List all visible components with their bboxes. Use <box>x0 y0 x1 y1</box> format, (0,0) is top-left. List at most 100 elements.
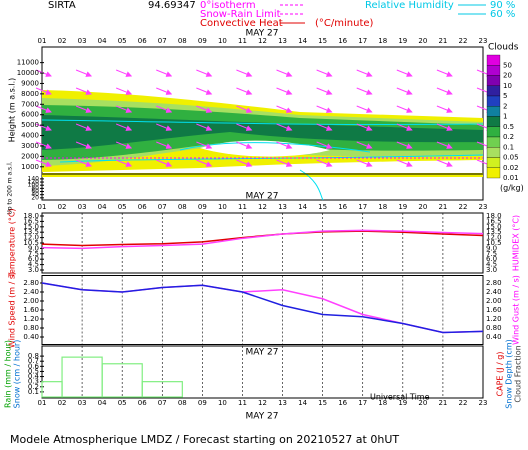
wind-arrow <box>75 87 93 95</box>
footer: Modele Atmospherique LMDZ / Forecast sta… <box>10 433 399 446</box>
colorbar-cell <box>486 65 501 76</box>
hour-label: 03 <box>78 37 87 45</box>
hour-label: 19 <box>398 399 407 407</box>
rh-legend: 90 %60 % <box>458 0 515 20</box>
hour-label: 08 <box>178 399 187 407</box>
hour-label: 14 <box>298 399 307 407</box>
series-line <box>41 282 484 334</box>
wind-arrow <box>196 69 213 77</box>
colorbar-cell <box>486 116 501 127</box>
wind-arrow <box>115 87 133 95</box>
y2-tick-label: 16.5 <box>486 217 502 225</box>
wind-arrow <box>316 123 333 131</box>
hour-label: 01 <box>38 37 47 45</box>
wind-arrow <box>75 123 93 131</box>
hour-label: 07 <box>158 203 167 211</box>
hour-label: 19 <box>398 203 407 211</box>
wind-arrow <box>316 69 333 77</box>
y2-tick-label: 15.0 <box>486 223 502 231</box>
y-tick-label: 2.80 <box>23 279 39 287</box>
hour-label: 02 <box>58 37 67 45</box>
wind-arrow <box>156 141 173 149</box>
y-tick-label: 4000 <box>21 132 39 140</box>
axis-label: Cloud Fraction <box>514 345 523 402</box>
hour-label: 13 <box>278 203 287 211</box>
hour-label: 04 <box>98 203 107 211</box>
axis-label: Snow (cm / hour) <box>13 340 22 409</box>
axis-label: CAPE (J / g) <box>496 352 505 397</box>
hour-label: 23 <box>479 399 488 407</box>
wind-arrow <box>396 123 413 131</box>
colorbar-tick-label: 0.05 <box>503 154 519 162</box>
colorbar-tick-label: 0.2 <box>503 133 514 141</box>
date-label: MAY 27 <box>245 348 278 358</box>
legend-label: 60 % <box>490 9 515 20</box>
wind-arrow <box>276 87 293 95</box>
y2-tick-label: 1.20 <box>486 315 502 323</box>
wind-arrow <box>75 105 93 113</box>
y-tick-label: 0.80 <box>23 324 39 332</box>
y-tick-label: 80 <box>31 185 39 192</box>
colorbar-tick-label: 1 <box>503 113 507 121</box>
hour-label: 05 <box>118 37 127 45</box>
colorbar-cell <box>486 54 501 66</box>
hour-label: 11 <box>238 399 247 407</box>
y2-tick-label: 6.0 <box>486 255 497 263</box>
wind-arrow <box>236 123 253 131</box>
y2-tick-label: 12.0 <box>486 234 502 242</box>
hour-label: 15 <box>318 203 327 211</box>
y-tick-label: 20 <box>31 194 39 201</box>
colorbar-tick-label: 0.5 <box>503 123 514 131</box>
y-tick-label: 1.20 <box>23 315 39 323</box>
y-tick-label: 9.0 <box>28 244 39 252</box>
hour-label: 14 <box>298 203 307 211</box>
colorbar-tick-label: 0.1 <box>503 143 514 151</box>
hour-label: 17 <box>358 37 367 45</box>
wind-arrow <box>236 87 253 95</box>
hour-label: 04 <box>98 399 107 407</box>
hour-label: 06 <box>138 203 147 211</box>
wind-arrow <box>35 87 52 95</box>
y-tick-label: 120 <box>28 179 40 186</box>
wind-arrow <box>35 105 52 113</box>
wind-arrow <box>356 123 373 131</box>
colorbar-tick-label: 20 <box>503 72 512 80</box>
wind-arrow <box>276 69 293 77</box>
wind-arrows <box>35 69 493 167</box>
hour-label: 06 <box>138 399 147 407</box>
axis-label: HUMIDEX (°C) <box>512 215 521 271</box>
colorbar-tick-label: 2 <box>503 102 507 110</box>
y2-tick-label: 3.0 <box>486 266 497 274</box>
y-tick-label: 0.5 <box>28 367 39 375</box>
colorbar-cell <box>486 136 501 148</box>
wind-arrow <box>396 87 413 95</box>
bar <box>101 363 143 398</box>
wind-arrow <box>316 87 333 95</box>
hour-label: 21 <box>438 399 447 407</box>
colorbar-tick-label: 0.02 <box>503 164 519 172</box>
y-tick-label: 4.5 <box>28 261 39 269</box>
legend-label: 0°isotherm <box>200 0 256 11</box>
y-tick-label: 0.6 <box>28 362 40 370</box>
hour-label: 15 <box>318 399 327 407</box>
axis-label: Wind Gust (m / s) <box>512 275 521 345</box>
wind-arrow <box>115 69 133 77</box>
wind-arrow <box>316 159 333 167</box>
hour-label: 13 <box>278 37 287 45</box>
wind-arrow <box>196 87 213 95</box>
colorbar-tick-label: 50 <box>503 61 512 69</box>
wind-arrow <box>75 69 93 77</box>
hour-label: 02 <box>58 203 67 211</box>
hour-label: 20 <box>418 399 427 407</box>
panel-frame <box>41 275 484 345</box>
coords: 94.69347 <box>148 0 196 11</box>
y2-tick-label: 2.80 <box>486 279 502 287</box>
wind-arrow <box>356 105 373 113</box>
y-tick-label: 5000 <box>21 121 39 129</box>
wind-arrow <box>356 87 373 95</box>
hour-label: 18 <box>378 399 387 407</box>
colorbar-cell <box>486 126 501 138</box>
hour-label: 09 <box>198 399 207 407</box>
